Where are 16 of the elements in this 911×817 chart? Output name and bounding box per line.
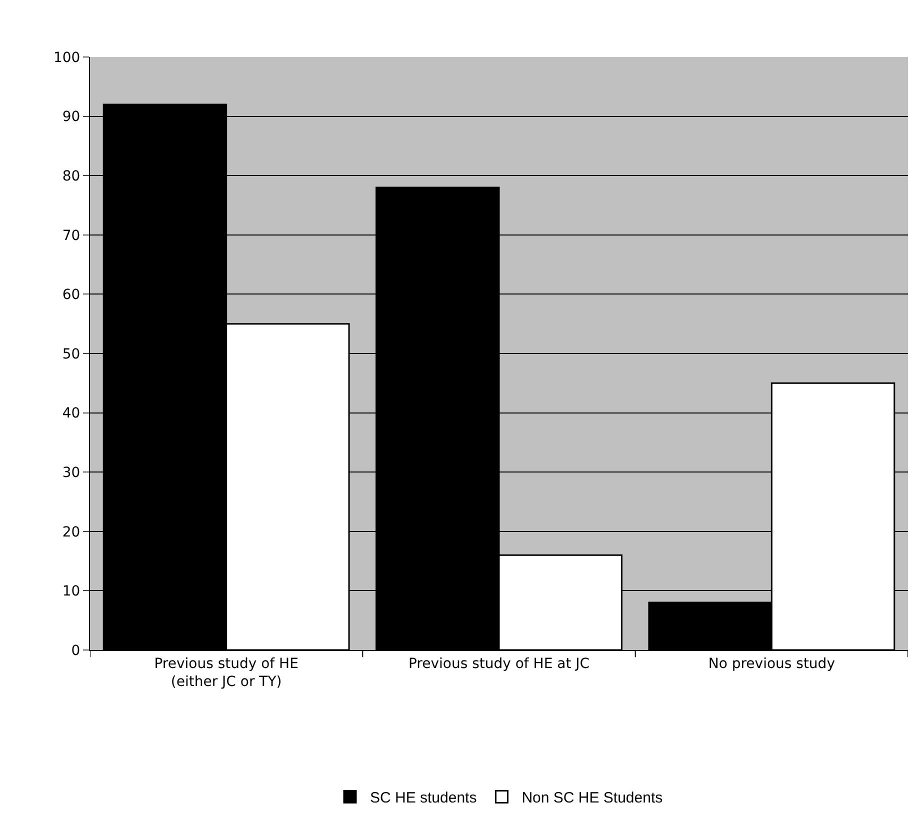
y-tick-label: 10 bbox=[62, 584, 80, 600]
legend-label: Non SC HE Students bbox=[522, 790, 663, 807]
y-tick-label: 80 bbox=[62, 168, 80, 184]
y-tick-label: 100 bbox=[53, 50, 80, 66]
y-tick-label: 50 bbox=[62, 346, 80, 362]
y-tick-label: 0 bbox=[71, 642, 80, 659]
y-tick-label: 40 bbox=[62, 406, 80, 422]
x-tick-label: Previous study of HE at JC bbox=[408, 656, 590, 672]
x-tick-label: No previous study bbox=[708, 656, 835, 672]
y-tick-label: 30 bbox=[62, 465, 80, 481]
y-tick-label: 20 bbox=[62, 524, 80, 540]
legend-label: SC HE students bbox=[370, 790, 477, 807]
y-tick-label: 90 bbox=[62, 109, 80, 126]
x-tick-label: Previous study of HE (either JC or TY) bbox=[154, 656, 298, 690]
y-tick-label: 60 bbox=[62, 287, 80, 304]
y-tick-label: 70 bbox=[62, 228, 80, 244]
